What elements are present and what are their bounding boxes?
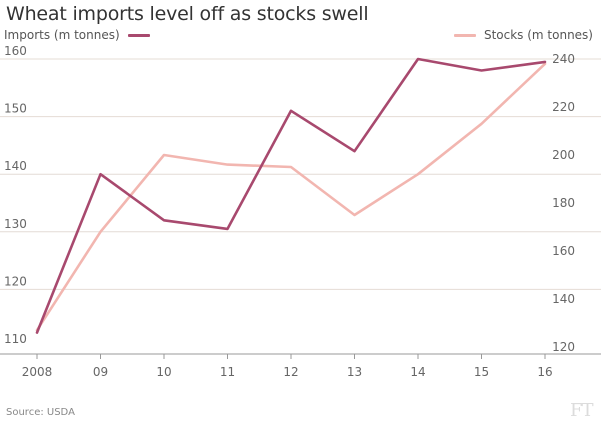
x-tick-label: 2008 (22, 365, 53, 379)
right-axis-ticks: 120 140 160 180 200 220 240 (552, 52, 575, 354)
right-tick-label: 140 (552, 292, 575, 306)
x-tick-label: 13 (347, 365, 362, 379)
ft-logo: FT (570, 400, 593, 421)
left-tick-label: 120 (4, 274, 27, 288)
right-tick-label: 200 (552, 148, 575, 162)
left-tick-label: 110 (4, 332, 27, 346)
right-tick-label: 220 (552, 100, 575, 114)
right-tick-label: 160 (552, 244, 575, 258)
left-tick-label: 150 (4, 102, 27, 116)
x-tick-label: 12 (283, 365, 298, 379)
source-note: Source: USDA (6, 407, 75, 418)
right-tick-label: 180 (552, 196, 575, 210)
legend-stocks: Stocks (m tonnes) (453, 27, 593, 43)
legend-imports-swatch (127, 33, 150, 37)
left-tick-label: 140 (4, 159, 27, 173)
legend-stocks-swatch (453, 33, 476, 37)
legend-stocks-label: Stocks (m tonnes) (483, 28, 593, 42)
left-tick-label: 130 (4, 217, 27, 231)
series-lines (35, 57, 547, 334)
x-tick-label: 16 (537, 365, 552, 379)
x-tick-label: 14 (410, 365, 425, 379)
chart-title: Wheat imports level off as stocks swell (6, 3, 369, 25)
right-tick-label: 120 (552, 340, 575, 354)
imports-series-line (35, 57, 547, 334)
left-axis-ticks: 110 120 130 140 150 160 (4, 44, 27, 346)
x-tick-label: 09 (93, 365, 108, 379)
right-tick-label: 240 (552, 52, 575, 66)
x-tick-label: 15 (474, 365, 489, 379)
stocks-series-line (35, 62, 547, 332)
legend-imports-label: Imports (m tonnes) (4, 28, 120, 42)
x-tick-label: 11 (220, 365, 235, 379)
left-tick-label: 160 (4, 44, 27, 58)
x-tick-label: 10 (156, 365, 171, 379)
legend-imports: Imports (m tonnes) (4, 27, 150, 43)
x-axis: 2008 09 10 11 12 13 14 15 16 (0, 353, 601, 379)
